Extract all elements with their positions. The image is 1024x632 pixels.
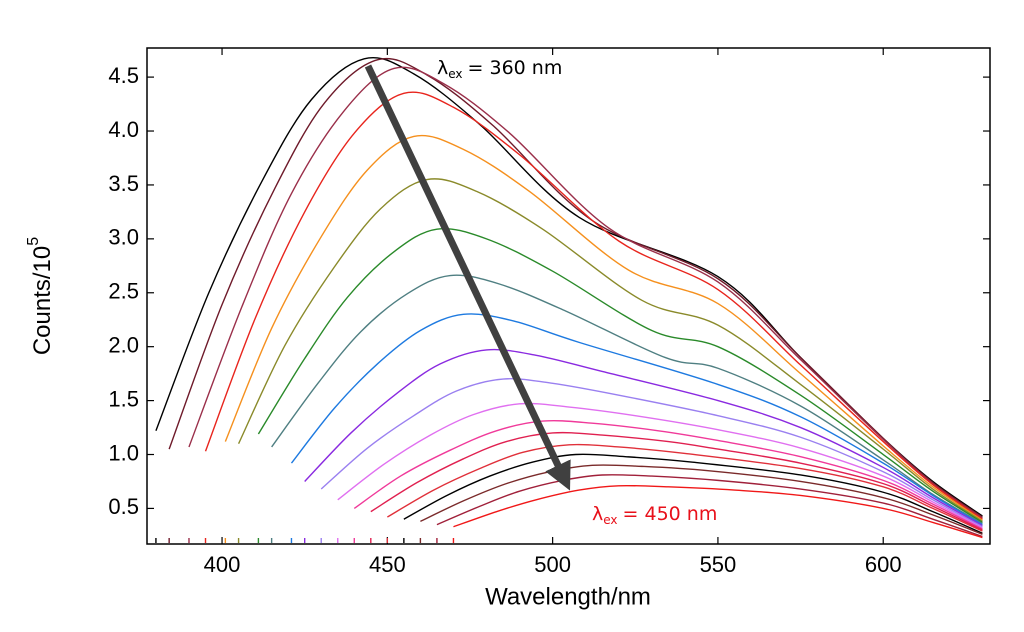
spectrum-line	[188, 66, 983, 519]
annotation-symbol: λ	[437, 57, 448, 79]
annotation: λex = 360 nm	[437, 57, 562, 81]
spectrum-line	[290, 313, 983, 526]
spectrum-line	[155, 57, 983, 517]
spectrum-line	[353, 419, 983, 530]
y-axis-label-superscript: 5	[25, 237, 42, 246]
spectrum-line	[204, 91, 983, 520]
x-tick-label: 550	[700, 552, 737, 577]
y-tick-label: 2.0	[108, 332, 139, 357]
plot-area	[155, 57, 983, 539]
spectrum-line	[337, 402, 983, 529]
spectrum-line	[257, 227, 983, 524]
spectrum-line	[403, 453, 983, 534]
y-tick-label: 3.5	[108, 171, 139, 196]
y-tick-label: 4.5	[108, 63, 139, 88]
x-tick-label: 500	[534, 552, 571, 577]
annotation-text: = 360 nm	[468, 57, 563, 79]
spectrum-line	[304, 348, 983, 527]
y-tick-label: 0.5	[108, 494, 139, 519]
plot-frame	[146, 47, 991, 545]
annotation: λex = 450 nm	[592, 503, 717, 527]
annotation-text: = 450 nm	[623, 503, 718, 525]
annotation-subscript: ex	[448, 67, 462, 81]
y-axis-label: Counts/105	[25, 237, 56, 355]
spectrum-line	[436, 474, 983, 538]
spectrum-line	[320, 378, 983, 528]
spectrum-line	[168, 58, 983, 518]
spectrum-line	[453, 484, 983, 539]
annotation-symbol: λ	[592, 503, 603, 525]
spectrum-line	[420, 464, 983, 535]
trend-arrow	[364, 64, 571, 491]
y-tick-label: 4.0	[108, 117, 139, 142]
y-tick-label: 3.0	[108, 225, 139, 250]
x-tick-label: 450	[369, 552, 406, 577]
x-axis-label: Wavelength/nm	[485, 583, 651, 610]
spectrum-line	[386, 443, 983, 532]
spectrum-line	[224, 134, 983, 521]
x-tick-label: 400	[204, 552, 241, 577]
spectrum-line	[237, 178, 983, 522]
y-tick-label: 1.0	[108, 440, 139, 465]
y-tick-label: 2.5	[108, 279, 139, 304]
y-axis-label-text: Counts/10	[29, 246, 56, 355]
spectrum-line	[271, 274, 983, 525]
spectrum-line	[370, 431, 983, 531]
x-tick-label: 600	[865, 552, 902, 577]
y-tick-label: 1.5	[108, 386, 139, 411]
annotation-subscript: ex	[603, 513, 617, 527]
